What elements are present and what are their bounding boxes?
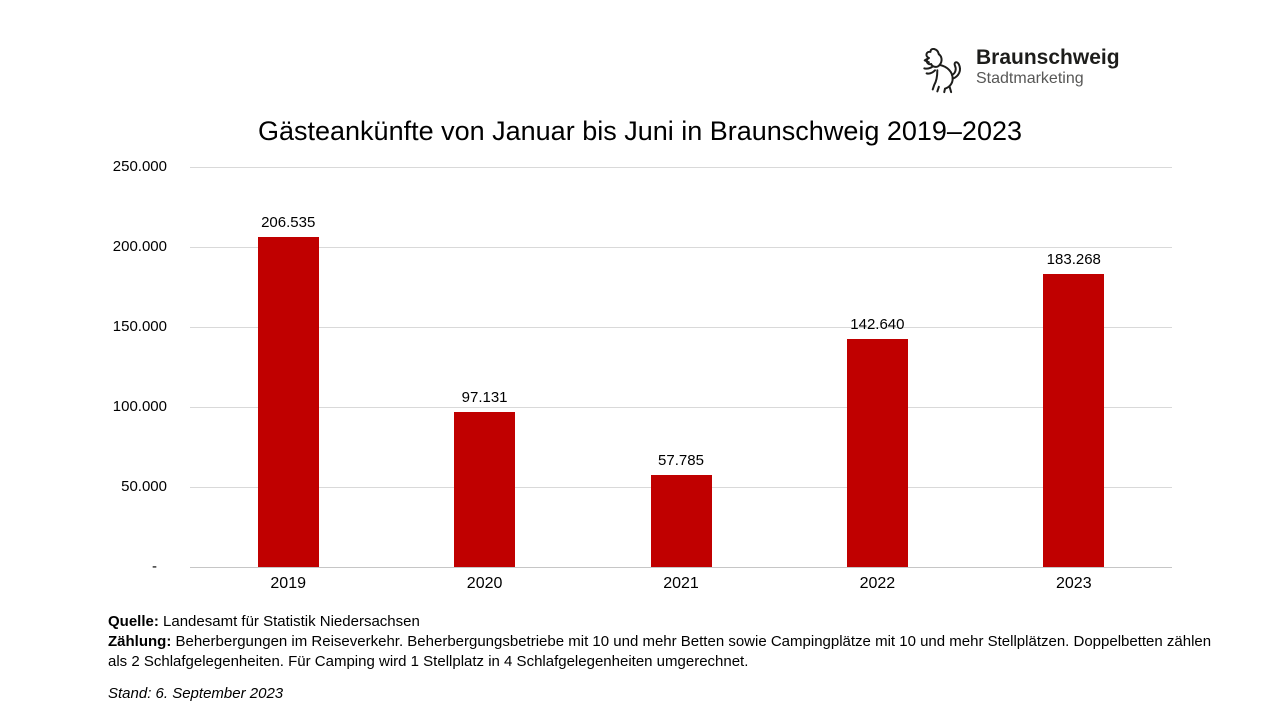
x-axis-label: 2022 [859,575,896,592]
brunswick-lion-icon [923,47,961,94]
logo: Braunschweig Stadtmarketing [922,42,1120,94]
y-axis-label: 200.000 [112,238,167,255]
x-axis-label: 2020 [466,575,503,592]
plot-area: 206.535 97.131 57.785 142.640 183.268 [190,167,1172,568]
bar-value-label: 206.535 [261,213,316,231]
bar-value-label: 142.640 [850,315,905,333]
bar-value-label: 57.785 [658,451,704,469]
gridline [190,167,1172,168]
method-label: Zählung: [108,633,172,650]
gridline [190,407,1172,408]
y-axis-label: 50.000 [121,478,167,495]
method-line: Zählung: Beherbergungen im Reiseverkehr.… [108,632,1220,671]
bar-2023 [1043,273,1105,567]
source-label: Quelle: [108,613,159,630]
bar-2019 [257,236,319,567]
bar-value-label: 97.131 [461,388,508,406]
logo-subbrand: Stadtmarketing [976,70,1084,88]
x-axis-label: 2021 [663,575,699,592]
gridline [190,327,1172,328]
source-line: Quelle: Landesamt für Statistik Niedersa… [108,612,1220,632]
method-text: Beherbergungen im Reiseverkehr. Beherber… [108,633,1212,670]
y-axis-label: 150.000 [112,318,167,335]
bar-2022 [846,338,908,567]
y-axis: 250.000 200.000 150.000 100.000 50.000 - [40,158,167,575]
logo-brand: Braunschweig [976,46,1120,70]
logo-text: Braunschweig Stadtmarketing [976,47,1120,88]
bar-2021 [650,474,712,567]
source-text: Landesamt für Statistik Niedersachsen [158,613,420,630]
x-axis-label: 2023 [1056,575,1092,592]
x-axis: 2019 2020 2021 2022 2023 [190,575,1172,597]
x-axis-label: 2019 [270,575,306,592]
y-axis-label: 100.000 [112,398,167,415]
y-axis-label: - [152,558,157,575]
y-axis-label: 250.000 [112,158,167,175]
date-note: Stand: 6. September 2023 [108,685,284,702]
chart-title: Gästeankünfte von Januar bis Juni in Bra… [257,116,1022,146]
bar-2020 [454,411,516,567]
gridline [190,247,1172,248]
bar-value-label: 183.268 [1046,250,1101,268]
